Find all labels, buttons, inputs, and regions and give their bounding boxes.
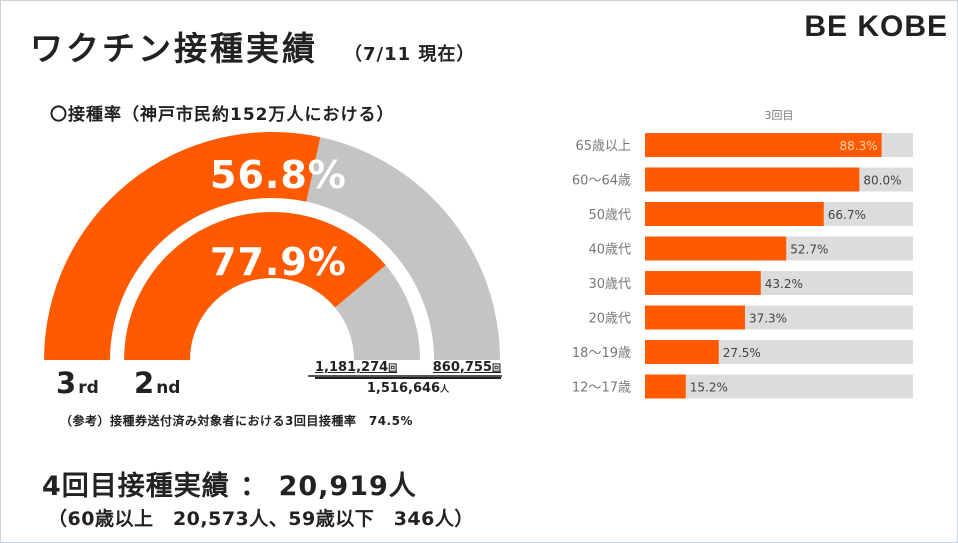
- bar: [645, 202, 824, 226]
- bar: [645, 305, 745, 330]
- count-2nd-value: 860,755: [432, 360, 492, 375]
- fourth-dose-breakdown: （60歳以上 20,573人、59歳以下 346人）: [48, 508, 474, 530]
- date-label: （7/11 現在）: [344, 44, 476, 65]
- bar: [645, 340, 719, 364]
- bar-chart-title: 3回目: [765, 109, 794, 122]
- category-label: 30歳代: [588, 277, 631, 292]
- category-label: 60～64歳: [572, 174, 631, 189]
- value-label: 37.3%: [749, 312, 787, 326]
- category-label: 40歳代: [588, 243, 631, 258]
- category-label: 20歳代: [588, 312, 631, 327]
- value-label: 27.5%: [723, 346, 761, 360]
- dose-3rd-suffix: rd: [78, 378, 99, 398]
- age-bar-chart: 3回目 65歳以上 88.3% 60～64歳 80.0% 50歳代 66.7% 40歳代 52.…: [572, 109, 913, 399]
- dose-2nd-number: 2: [134, 366, 155, 400]
- gauge-inner-filled: [124, 212, 386, 360]
- bar: [645, 271, 761, 295]
- gauge-outer-remaining: [306, 137, 500, 360]
- value-label: 80.0%: [863, 174, 901, 188]
- dose-counts: 1,181,274回 860,755回 1,516,646人: [315, 360, 501, 396]
- bar-track: [645, 374, 913, 399]
- bar: [645, 374, 686, 399]
- fourth-dose-total: 4回目接種実績 ： 20,919人: [42, 471, 417, 502]
- count-3rd-value: 1,181,274: [315, 360, 389, 375]
- value-label: 88.3%: [840, 139, 878, 153]
- count-3rd-unit: 回: [388, 364, 398, 374]
- category-label: 18～19歳: [572, 346, 631, 361]
- population-unit: 人: [440, 385, 450, 395]
- category-label: 12～17歳: [572, 381, 631, 396]
- value-label: 66.7%: [828, 208, 866, 222]
- count-2nd-unit: 回: [491, 364, 501, 374]
- reference-note: （参考）接種券送付済み対象者における3回目接種率 74.5%: [60, 414, 413, 428]
- gauge-inner-remaining: [335, 265, 420, 360]
- value-label: 52.7%: [790, 243, 828, 257]
- bar: [645, 236, 787, 261]
- bar: [645, 167, 860, 192]
- title-row: ワクチン接種実績 （7/11 現在）: [30, 22, 475, 70]
- population-total: 1,516,646人: [315, 381, 501, 396]
- category-label: 65歳以上: [575, 139, 631, 154]
- count-3rd: 1,181,274回: [315, 360, 397, 375]
- population-value: 1,516,646: [366, 381, 441, 396]
- count-2nd: 860,755回: [433, 360, 501, 375]
- inner-percentage: 77.9%: [210, 240, 347, 284]
- gauge-outer-ring: [44, 132, 500, 360]
- vaccination-gauge: [44, 132, 502, 377]
- gauge-outer-filled: [44, 132, 321, 360]
- gauge-subtitle: 〇接種率（神戸市民約152万人における）: [50, 105, 395, 125]
- category-label: 50歳代: [588, 208, 631, 223]
- dose-2nd-suffix: nd: [156, 378, 181, 398]
- be-kobe-logo: BE KOBE: [804, 10, 948, 43]
- value-label: 15.2%: [690, 381, 728, 395]
- bar: [645, 133, 882, 157]
- outer-percentage: 56.8%: [210, 153, 347, 197]
- dose-3rd-number: 3: [56, 366, 77, 400]
- page-title: ワクチン接種実績: [30, 29, 318, 68]
- gauge-inner-ring: [124, 212, 420, 360]
- value-label: 43.2%: [765, 277, 803, 291]
